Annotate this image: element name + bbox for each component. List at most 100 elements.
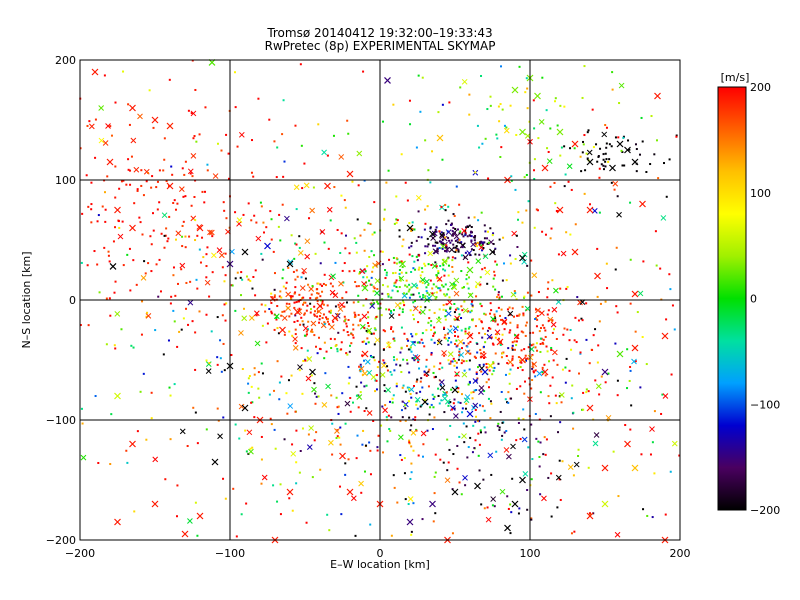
data-point xyxy=(451,259,454,262)
data-point xyxy=(479,283,482,286)
data-point xyxy=(318,318,321,321)
data-point xyxy=(456,444,459,447)
data-point xyxy=(613,188,616,191)
colorbar-gradient xyxy=(717,86,747,511)
data-point xyxy=(160,232,163,235)
data-point xyxy=(433,311,436,314)
data-point xyxy=(345,301,348,304)
data-point xyxy=(241,278,244,281)
data-point xyxy=(432,283,435,286)
data-point xyxy=(395,218,398,221)
data-point xyxy=(339,426,342,429)
data-point xyxy=(572,474,575,477)
data-point xyxy=(162,353,165,356)
data-point xyxy=(492,343,495,346)
data-point xyxy=(498,298,501,301)
data-point xyxy=(388,428,391,431)
data-point xyxy=(251,446,254,449)
data-point xyxy=(514,292,517,295)
data-point xyxy=(373,359,376,362)
data-point xyxy=(198,248,201,251)
data-point xyxy=(392,103,395,106)
data-point xyxy=(663,162,666,165)
data-point xyxy=(467,350,470,353)
data-point xyxy=(574,223,577,226)
data-point xyxy=(176,345,179,348)
data-point xyxy=(140,333,143,336)
data-point xyxy=(438,308,441,311)
data-point xyxy=(549,237,552,240)
data-point xyxy=(282,175,285,178)
data-point xyxy=(435,273,438,276)
data-point xyxy=(419,274,422,277)
data-point-cross xyxy=(466,266,474,274)
data-point xyxy=(409,309,412,312)
data-point xyxy=(463,441,466,444)
data-point xyxy=(128,247,131,250)
data-point xyxy=(553,181,556,184)
data-point xyxy=(416,287,419,290)
data-point xyxy=(381,292,384,295)
data-point xyxy=(477,219,480,222)
data-point xyxy=(105,343,108,346)
data-point xyxy=(454,231,457,234)
data-point xyxy=(629,369,632,372)
data-point xyxy=(465,278,468,281)
data-point xyxy=(270,296,273,299)
data-point xyxy=(491,234,494,237)
data-point xyxy=(314,252,317,255)
data-point xyxy=(525,359,528,362)
data-point-cross xyxy=(80,454,87,461)
data-point xyxy=(432,406,435,409)
data-point xyxy=(430,320,433,323)
data-point xyxy=(411,335,414,338)
data-point xyxy=(427,321,430,324)
data-point xyxy=(445,293,448,296)
data-point xyxy=(127,158,130,161)
data-point xyxy=(424,306,427,309)
data-point xyxy=(467,225,470,228)
data-point xyxy=(395,363,398,366)
data-point xyxy=(480,211,483,214)
data-point xyxy=(355,251,358,254)
data-point xyxy=(541,371,544,374)
data-point xyxy=(376,287,379,290)
data-point xyxy=(565,231,568,234)
data-point xyxy=(587,466,590,469)
data-point xyxy=(294,410,297,413)
data-point xyxy=(492,251,495,254)
data-point xyxy=(294,124,297,127)
data-point xyxy=(454,343,457,346)
data-point xyxy=(281,133,284,136)
data-point-cross xyxy=(457,339,464,345)
data-point xyxy=(291,334,294,337)
data-point xyxy=(526,508,529,511)
data-point xyxy=(564,173,567,176)
data-point xyxy=(428,309,431,312)
data-point xyxy=(377,307,380,310)
data-point xyxy=(408,253,411,256)
data-point xyxy=(602,153,605,156)
data-point xyxy=(114,165,117,168)
data-point xyxy=(484,137,487,140)
data-point xyxy=(541,324,544,327)
data-point xyxy=(513,290,516,293)
data-point xyxy=(367,322,370,325)
data-point-cross xyxy=(241,315,248,322)
data-point xyxy=(437,272,440,275)
data-point xyxy=(559,287,562,290)
data-point-cross xyxy=(614,531,621,538)
data-point xyxy=(495,310,498,313)
data-point-cross xyxy=(441,350,447,356)
data-point-cross xyxy=(560,250,567,257)
data-point xyxy=(156,180,159,183)
data-point xyxy=(373,287,376,290)
data-point xyxy=(462,422,465,425)
data-point-cross xyxy=(586,404,594,412)
data-point xyxy=(533,177,536,180)
data-point-cross xyxy=(290,450,297,457)
data-point xyxy=(395,279,398,282)
data-point xyxy=(544,374,547,377)
data-point xyxy=(421,332,424,335)
